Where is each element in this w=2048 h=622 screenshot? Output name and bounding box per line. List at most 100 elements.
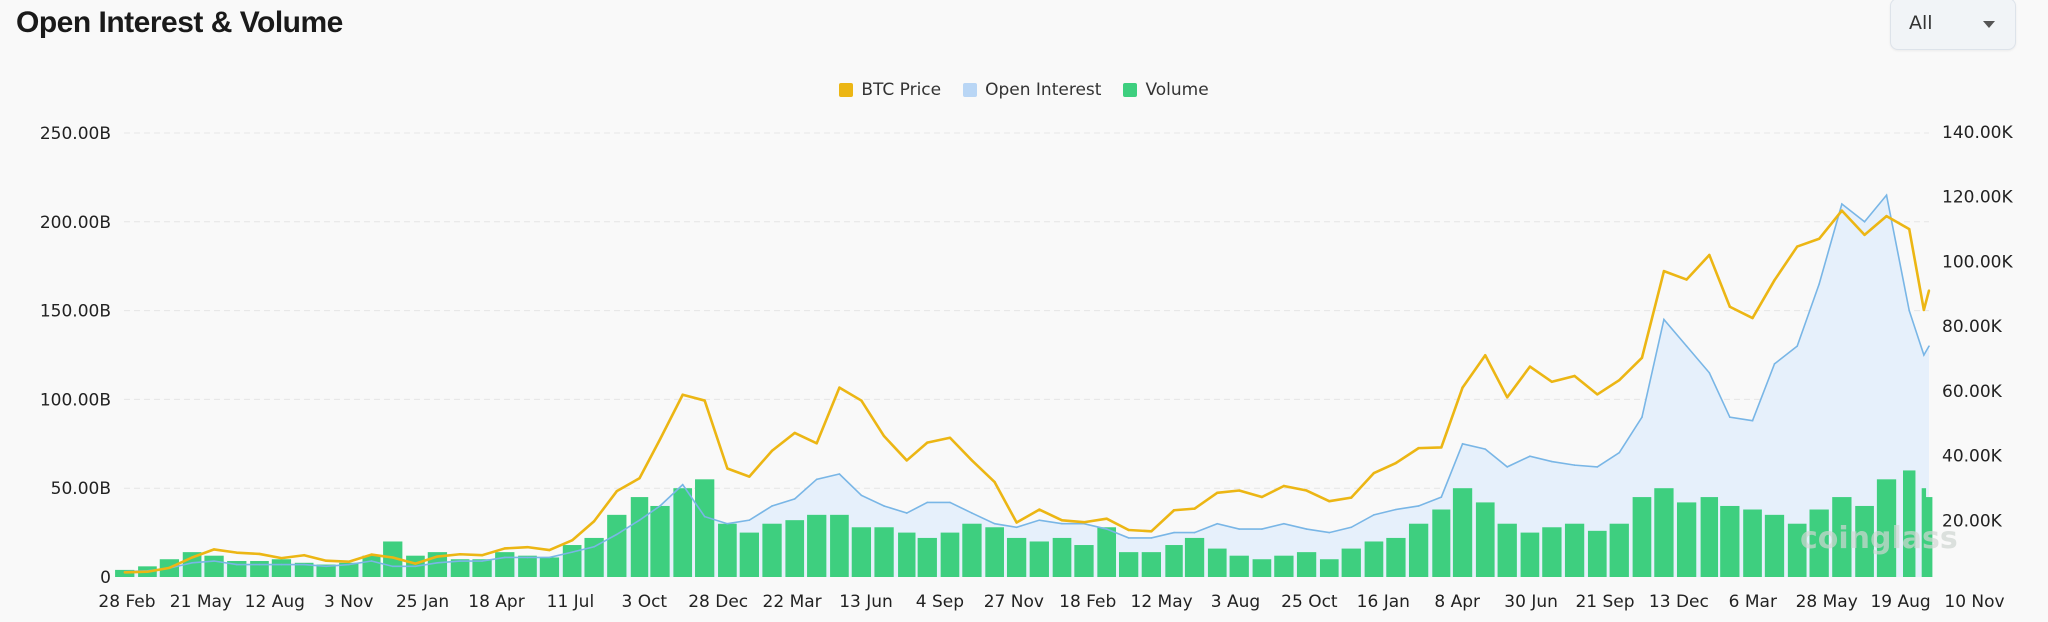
open-interest-point [414,565,417,568]
open-interest-point [1885,194,1888,196]
btc-price-point [948,436,952,439]
open-interest-point [1685,345,1688,347]
open-interest-area [124,195,1929,577]
btc-price-point [1728,305,1732,308]
x-tick-label: 28 Dec [688,592,748,612]
x-tick-label: 21 May [170,592,232,612]
volume-bar [940,532,960,577]
btc-price-point [838,386,841,389]
btc-price-point [526,545,529,549]
x-tick-label: 10 Nov [1944,592,2004,612]
btc-price-point [1060,519,1064,522]
volume-bar [1764,514,1785,577]
volume-bar [472,559,492,577]
open-interest-point [1105,528,1108,530]
open-interest-point [616,533,618,536]
volume-bar [1475,502,1495,577]
btc-price-point [235,551,238,554]
volume-bar [1252,559,1272,577]
volume-bar [1052,537,1072,577]
x-tick-label: 16 Jan [1357,592,1410,612]
btc-price-point [1817,237,1821,240]
btc-price-point [1305,489,1308,492]
btc-price-point [570,539,574,542]
volume-bar [962,523,982,577]
volume-bar [1832,497,1852,577]
volume-bar [495,552,515,577]
legend-item-btc-price[interactable]: BTC Price [839,80,941,100]
open-interest-point [548,556,551,559]
volume-bar [1520,532,1540,577]
btc-price-point [280,556,283,560]
open-interest-point [1618,451,1621,454]
open-interest-point [436,561,439,564]
volume-bar [362,555,381,577]
volume-bar [1542,527,1562,577]
btc-price-point [1795,245,1799,248]
btc-price-point [503,547,506,550]
btc-price-point [1417,446,1420,450]
volume-bar [1787,523,1807,577]
y-left-tick-label: 0 [100,568,111,588]
x-tick-label: 6 Mar [1729,592,1777,612]
volume-bar [1700,497,1719,577]
open-interest-point [1928,345,1930,347]
volume-bar [1296,552,1317,577]
open-interest-point [1350,526,1353,529]
open-interest-point [1261,528,1263,530]
open-interest-point [1173,531,1175,534]
open-interest-point [1923,354,1925,356]
range-select[interactable]: All [1890,0,2016,50]
btc-price-point [1484,354,1487,357]
btc-price-point [905,459,908,462]
open-interest-point [1015,526,1018,529]
btc-price-point [324,559,328,562]
open-interest-point [258,563,261,566]
open-interest-point [1373,514,1375,516]
volume-bar [1097,527,1117,577]
open-interest-point [815,478,818,481]
volume-bar [851,527,872,577]
btc-price-point [123,571,126,574]
volume-bar [1364,541,1384,577]
btc-price-point [1885,214,1888,218]
legend-item-volume[interactable]: Volume [1123,80,1209,100]
btc-price-point [370,553,373,556]
x-tick-label: 3 Aug [1211,592,1260,612]
volume-bar [650,505,670,577]
volume-bar [294,562,314,577]
btc-price-point [1193,507,1196,510]
range-select-value: All [1909,12,1933,34]
volume-bar [204,555,224,577]
btc-price-point [770,449,774,452]
open-interest-point [1127,537,1130,539]
btc-price-point [1282,484,1286,488]
legend-swatch [839,83,854,97]
volume-bar [1564,523,1585,577]
chevron-down-icon [1983,21,1995,28]
legend-item-open-interest[interactable]: Open Interest [963,80,1101,100]
open-interest-point [1729,416,1731,418]
btc-price-point [1082,521,1086,524]
open-interest-point [1796,345,1798,347]
volume-bar [762,523,782,577]
volume-bar [383,541,403,577]
open-interest-point [1150,537,1153,539]
open-interest-point [860,494,863,497]
y-right-tick-label: 100.00K [1942,252,2013,272]
x-tick-label: 12 Aug [245,592,305,612]
volume-bar [1029,541,1049,577]
btc-price-point [1015,521,1018,524]
volume-bar [339,562,359,577]
volume-bar [1855,505,1874,577]
volume-bar [1743,509,1762,577]
y-left-tick-label: 100.00B [40,390,111,410]
open-interest-point [993,522,996,525]
btc-price-point [638,477,641,480]
btc-price-point [1685,278,1688,281]
open-interest-point [571,551,573,553]
x-tick-label: 18 Apr [468,592,524,612]
volume-bar [985,527,1004,577]
watermark-logo: coinglass [1800,521,1958,556]
